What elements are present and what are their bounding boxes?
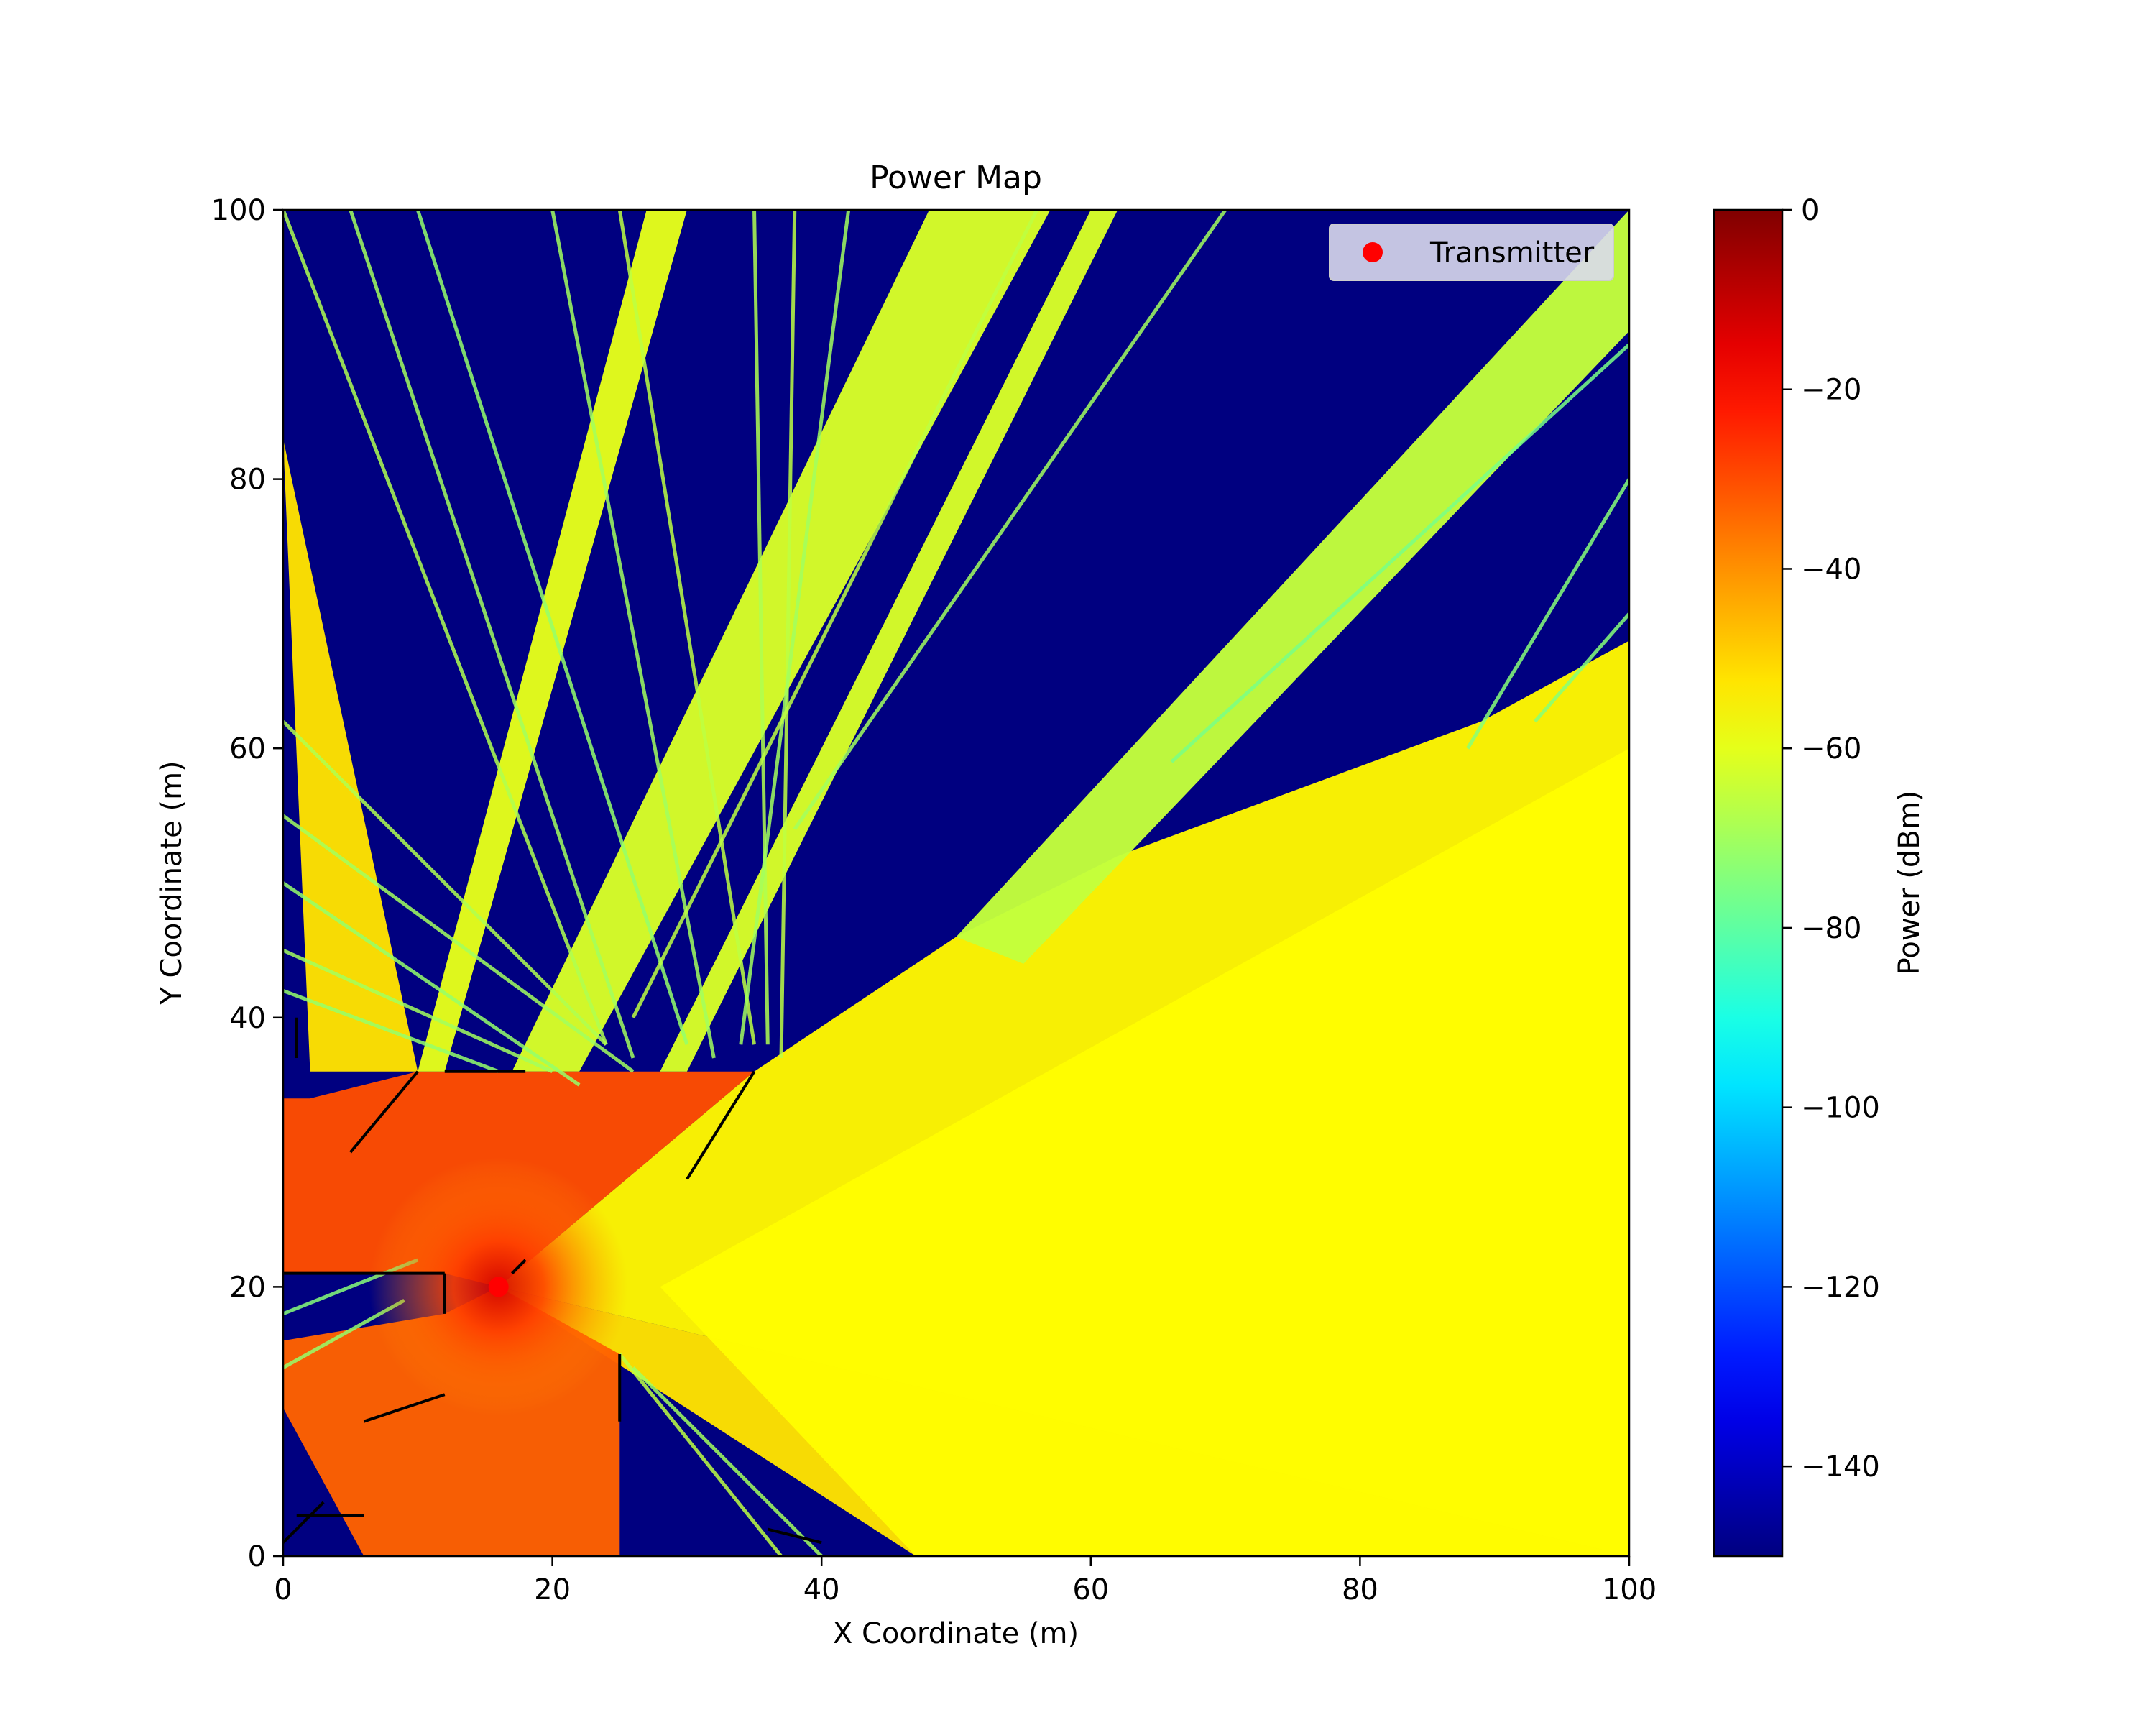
plot-area bbox=[283, 210, 1629, 1556]
ray-line bbox=[283, 814, 635, 1073]
walls bbox=[283, 1017, 822, 1545]
ray-line bbox=[349, 210, 635, 1059]
ray-line bbox=[632, 1366, 823, 1556]
y-tick-label: 0 bbox=[248, 1540, 266, 1573]
wall-segment bbox=[767, 1527, 822, 1545]
wall-segment bbox=[686, 1070, 756, 1180]
colorbar-tick-label: −140 bbox=[1801, 1450, 1880, 1484]
x-axis-label: X Coordinate (m) bbox=[833, 1617, 1079, 1650]
ray-line bbox=[283, 948, 553, 1073]
ray-line bbox=[1466, 478, 1629, 750]
wall-segment bbox=[283, 1501, 325, 1544]
colorbar-tick-label: 0 bbox=[1801, 194, 1819, 227]
wall-segment bbox=[363, 1393, 446, 1423]
ray-line bbox=[617, 210, 757, 1045]
ray-lines bbox=[283, 210, 1629, 1556]
ray-line bbox=[739, 210, 851, 1045]
chart-title: Power Map bbox=[870, 160, 1042, 196]
wall-segment bbox=[349, 1070, 419, 1154]
transmitter-layer bbox=[488, 1276, 509, 1297]
coverage-region bbox=[956, 210, 1629, 964]
x-tick-label: 80 bbox=[1342, 1573, 1378, 1606]
colorbar-tick-label: −100 bbox=[1801, 1092, 1880, 1125]
colorbar-tick-label: −80 bbox=[1801, 912, 1861, 945]
y-tick-label: 20 bbox=[229, 1271, 266, 1304]
ray-line bbox=[618, 1353, 783, 1556]
coverage-region bbox=[283, 438, 418, 1072]
coverage-region bbox=[512, 210, 1051, 1072]
colorbar-tick-label: −120 bbox=[1801, 1271, 1880, 1304]
ray-line bbox=[779, 210, 797, 1059]
colorbar: 0 −20 −40 −60 −80 −100 −120 −140 Power (dBm) bbox=[1713, 194, 1926, 1558]
coverage-region bbox=[660, 210, 1118, 1072]
colorbar-ticks: 0 −20 −40 −60 −80 −100 −120 −140 bbox=[1782, 194, 1880, 1484]
ray-line bbox=[283, 988, 499, 1074]
ray-line bbox=[1534, 612, 1629, 723]
y-tick-label: 60 bbox=[229, 732, 266, 765]
ray-line bbox=[1170, 343, 1629, 763]
colorbar-tick-label: −20 bbox=[1801, 374, 1861, 407]
ray-line bbox=[550, 210, 716, 1059]
x-tick-label: 40 bbox=[803, 1573, 840, 1606]
x-tick-label: 100 bbox=[1602, 1573, 1657, 1606]
colorbar-tick-label: −40 bbox=[1801, 553, 1861, 586]
ray-line bbox=[415, 210, 689, 1046]
plot-frame bbox=[282, 208, 1631, 1558]
coverage-region bbox=[418, 210, 687, 1072]
colorbar-bar bbox=[1713, 208, 1784, 1558]
y-tick-label: 40 bbox=[229, 1002, 266, 1035]
legend-box bbox=[1329, 224, 1614, 281]
legend-label-transmitter: Transmitter bbox=[1429, 236, 1595, 270]
x-tick-label: 60 bbox=[1072, 1573, 1109, 1606]
legend-marker-transmitter bbox=[1363, 242, 1383, 262]
y-axis: 0 20 40 60 80 100 bbox=[211, 194, 283, 1573]
coverage-regions bbox=[283, 210, 1629, 1556]
ray-line bbox=[752, 210, 770, 1045]
x-tick-label: 20 bbox=[534, 1573, 571, 1606]
coverage-region bbox=[660, 748, 1629, 1556]
wall-segment bbox=[510, 1259, 527, 1275]
x-axis: 0 20 40 60 80 100 bbox=[274, 1556, 1657, 1606]
ray-line bbox=[283, 881, 581, 1087]
ray-line bbox=[283, 719, 608, 1046]
legend[interactable]: Transmitter bbox=[1329, 224, 1614, 281]
y-tick-label: 100 bbox=[211, 194, 266, 227]
y-axis-label: Y Coordinate (m) bbox=[155, 760, 188, 1005]
colorbar-label: Power (dBm) bbox=[1893, 791, 1926, 975]
transmitter-marker bbox=[488, 1276, 509, 1297]
ray-line bbox=[793, 210, 1227, 831]
y-tick-label: 80 bbox=[229, 464, 266, 497]
colorbar-tick-label: −60 bbox=[1801, 732, 1861, 765]
ray-line bbox=[283, 210, 608, 1046]
ray-line bbox=[631, 210, 1039, 1018]
x-tick-label: 0 bbox=[274, 1573, 292, 1606]
